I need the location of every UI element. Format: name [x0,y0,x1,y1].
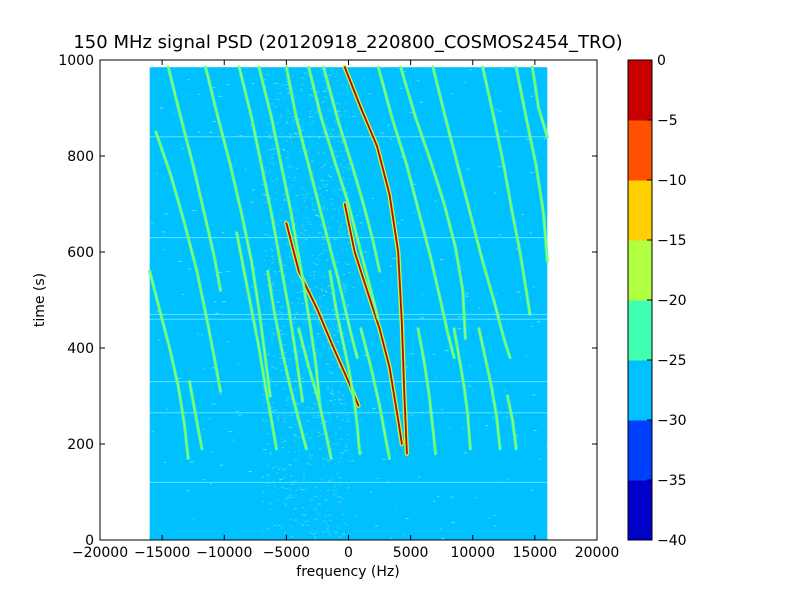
x-tick-label: −15000 [134,545,190,561]
signal-trace [506,395,517,450]
colorbar-tick-label: −35 [657,473,687,489]
signal-trace [167,66,222,291]
signal-trace [236,232,277,450]
colorbar-segment [628,60,652,121]
x-tick-label: 0 [344,545,353,561]
signal-trace [267,270,307,450]
colorbar-tick-label: −30 [657,413,687,429]
signal-trace [453,328,471,450]
y-tick-label: 1000 [58,53,94,69]
y-axis: 0 200 400 600 800 1000 [58,53,597,549]
x-tick-label: −20000 [72,545,128,561]
colorbar-tick-label: −10 [657,173,687,189]
signal-trace [360,328,391,459]
chart-title: 150 MHz signal PSD (20120918_220800_COSM… [73,32,622,53]
y-tick-label: 0 [85,533,94,549]
signal-trace [188,381,203,450]
colorbar-segment [628,420,652,481]
x-tick-label: 5000 [393,545,429,561]
signal-trace [149,270,189,459]
colorbar-tick-label: −40 [657,533,687,549]
colorbar-axis: −40 −35 −30 −25 −20 −15 −10 −5 0 [647,53,687,549]
signal-trace [258,66,321,407]
plot-area [99,59,598,541]
colorbar-tick-label: −15 [657,233,687,249]
colorbar-tick-label: −25 [657,353,687,369]
signal-trace [238,66,304,402]
signal-trace [298,328,332,459]
colorbar-tick-label: −20 [657,293,687,309]
signal-trace [343,66,408,455]
spectrogram-background [149,67,548,540]
signal-traces [148,64,549,460]
x-tick-label: −10000 [196,545,252,561]
y-tick-label: 400 [67,341,94,357]
colorbar [627,59,653,541]
x-tick-label: 20000 [575,545,620,561]
y-tick-label: 200 [67,437,94,453]
colorbar-segment [628,180,652,241]
signal-trace [343,203,403,445]
colorbar-tick-label: 0 [657,53,666,69]
x-tick-label: 10000 [450,545,495,561]
signal-trace [323,66,381,272]
colorbar-segment [628,120,652,181]
signal-trace [531,66,548,138]
y-tick-label: 800 [67,149,94,165]
colorbar-segment [628,480,652,541]
x-axis: −20000 −15000 −10000 −5000 0 5000 10000 15000 20… [72,60,619,561]
signal-trace [482,66,531,315]
signal-trace [377,66,455,359]
signal-trace [285,66,358,359]
y-tick-label: 600 [67,245,94,261]
spectrogram-image [149,67,548,541]
y-axis-label: time (s) [32,273,48,327]
x-tick-label: 15000 [513,545,558,561]
signal-trace [417,328,437,455]
signal-trace [155,131,222,392]
signal-trace [205,66,271,397]
x-axis-label: frequency (Hz) [296,564,399,580]
colorbar-segment [628,240,652,301]
x-tick-label: −5000 [263,545,310,561]
colorbar-tick-label: −5 [657,113,678,129]
colorbar-segment [628,300,652,361]
colorbar-segment [628,360,652,421]
signal-trace [400,66,466,339]
signal-trace [515,66,548,263]
signal-trace [329,270,361,455]
signal-trace [432,66,511,359]
signal-trace [478,328,501,450]
signal-trace [308,66,379,320]
